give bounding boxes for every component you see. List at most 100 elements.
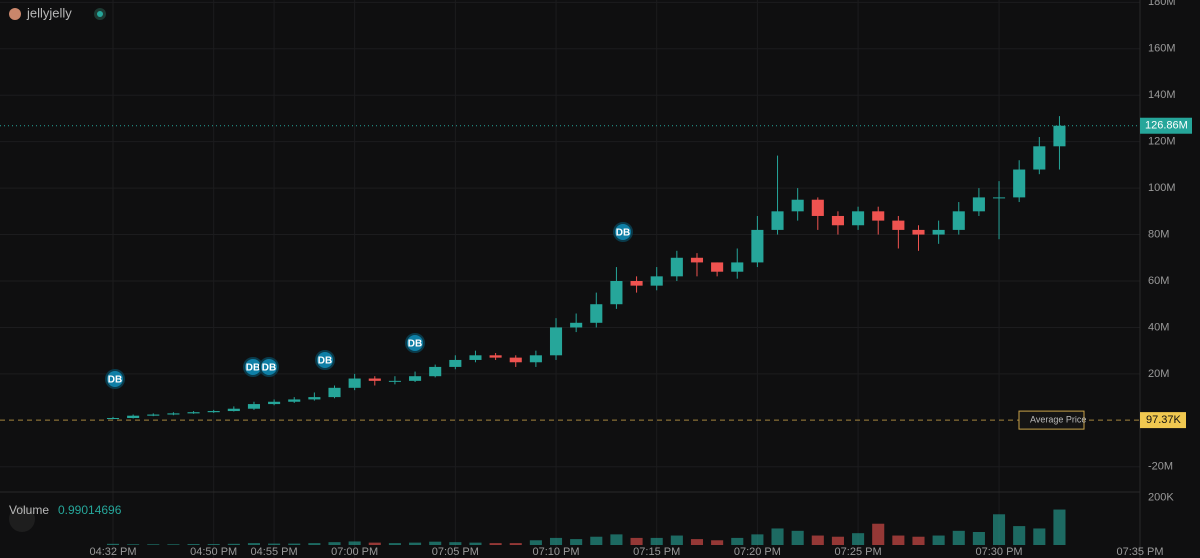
y-tick-label: 40M (1148, 321, 1169, 333)
candle-body (1033, 146, 1046, 170)
candle-body (872, 211, 885, 221)
db-marker (259, 357, 279, 377)
candle-body (227, 408, 240, 412)
y-tick-label: 80M (1148, 228, 1169, 240)
candle-body (892, 220, 905, 230)
volume-bar (348, 541, 361, 545)
volume-title: Volume (9, 503, 49, 517)
db-marker (613, 222, 633, 242)
candle-body (992, 197, 1006, 199)
candle-body (831, 215, 844, 226)
y-tick-label: 160M (1148, 43, 1176, 55)
candle-body (932, 229, 945, 235)
volume-bar (288, 543, 301, 545)
x-tick-label: 04:32 PM (89, 546, 136, 558)
candle-body (972, 197, 985, 212)
candle-body (529, 355, 542, 363)
candle-body (570, 322, 583, 328)
db-marker-label: DB (246, 363, 260, 374)
candle-body (288, 399, 301, 402)
volume-bar (409, 542, 422, 545)
volume-bar (328, 542, 341, 545)
volume-bar (610, 534, 623, 545)
volume-bar (570, 539, 583, 545)
candle-body (308, 397, 321, 400)
volume-bar (529, 540, 542, 545)
symbol-icon (9, 8, 21, 20)
volume-bar (167, 544, 180, 545)
db-marker (315, 350, 335, 370)
volume-bar (972, 532, 985, 545)
volume-bar (690, 539, 704, 545)
volume-bar (791, 530, 804, 545)
candle-body (670, 257, 683, 277)
volume-bar (429, 541, 442, 545)
candle-body (469, 355, 482, 360)
average-price-box (1140, 412, 1186, 429)
db-marker-label: DB (262, 363, 276, 374)
y-tick-label: 60M (1148, 275, 1169, 287)
candle-body (731, 262, 744, 272)
db-marker (405, 333, 425, 353)
symbol-name[interactable]: jellyjelly (26, 5, 72, 20)
candle-body (912, 229, 925, 235)
x-tick-label: 07:20 PM (734, 546, 781, 558)
y-tick-label: 120M (1148, 136, 1176, 148)
volume-bar (1033, 528, 1046, 545)
x-tick-label: 04:50 PM (190, 546, 237, 558)
volume-bar (771, 528, 784, 545)
candle-body (509, 357, 522, 363)
volume-bar (831, 536, 844, 545)
candle-body (449, 359, 462, 367)
volume-bar (1053, 509, 1066, 545)
candle-body (207, 411, 220, 413)
last-price-box (1140, 117, 1192, 134)
candle-body (590, 304, 603, 323)
volume-bar (106, 543, 120, 545)
x-tick-label: 07:00 PM (331, 546, 378, 558)
average-price-label: 97.37K (1146, 414, 1182, 426)
db-marker-label: DB (616, 228, 630, 239)
volume-bar (449, 542, 462, 545)
candle-body (650, 276, 663, 286)
average-price-name: Average Price (1030, 414, 1086, 424)
volume-bar (912, 536, 925, 545)
candle-body (388, 380, 401, 382)
volume-bar (751, 534, 764, 545)
volume-bar (992, 514, 1006, 545)
y-tick-label: 140M (1148, 89, 1176, 101)
candle-body (811, 199, 824, 216)
candle-body (549, 327, 563, 356)
candle-body (268, 401, 281, 405)
db-marker-label: DB (408, 339, 422, 350)
db-marker-label: DB (108, 375, 122, 386)
candle-body (328, 387, 341, 398)
candle-body (852, 211, 865, 226)
volume-bar (811, 535, 824, 545)
last-price-label: 126.86M (1145, 120, 1188, 132)
average-price-tag (1018, 410, 1085, 430)
volume-bar (247, 543, 261, 545)
volume-bar (711, 540, 724, 545)
y-tick-label: 180M (1148, 0, 1176, 8)
volume-bar (549, 537, 563, 545)
x-tick-label: 07:15 PM (633, 546, 680, 558)
volume-bar (630, 537, 643, 545)
candle-body (751, 229, 764, 263)
candle-body (429, 366, 442, 377)
volume-bar (227, 543, 240, 545)
candle-body (711, 262, 724, 272)
volume-bar (127, 544, 140, 545)
candle-body (791, 199, 804, 212)
volume-bar (852, 533, 865, 545)
volume-bar (932, 535, 945, 545)
volume-bar (368, 542, 381, 545)
volume-bar (388, 543, 401, 545)
volume-bar (892, 535, 905, 545)
logo (9, 506, 35, 532)
volume-bar (308, 543, 321, 545)
y-tick-label: 20M (1148, 368, 1169, 380)
